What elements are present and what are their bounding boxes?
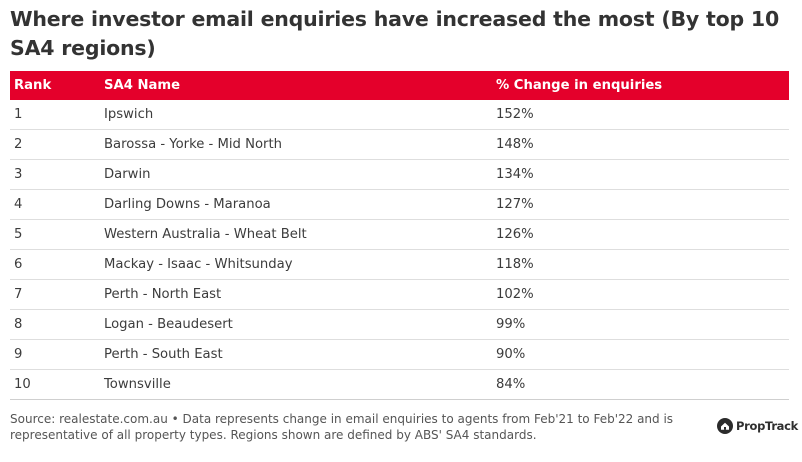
change-cell: 134% <box>496 159 789 190</box>
table-row: 10 Townsville 84% <box>10 369 789 400</box>
sa4-name-cell: Perth - North East <box>104 279 496 310</box>
table-row: 2 Barossa - Yorke - Mid North 148% <box>10 129 789 160</box>
sa4-name-cell: Perth - South East <box>104 339 496 370</box>
change-cell: 126% <box>496 219 789 250</box>
rank-cell: 9 <box>10 339 104 370</box>
sa4-name-cell: Ipswich <box>104 100 496 130</box>
table-row: 5 Western Australia - Wheat Belt 126% <box>10 219 789 250</box>
change-cell: 127% <box>496 189 789 220</box>
page-title: Where investor email enquiries have incr… <box>10 7 780 60</box>
rank-cell: 10 <box>10 369 104 400</box>
sa4-name-cell: Western Australia - Wheat Belt <box>104 219 496 250</box>
column-header-change: % Change in enquiries <box>496 71 789 100</box>
change-cell: 118% <box>496 249 789 280</box>
rank-cell: 3 <box>10 159 104 190</box>
table-row: 1 Ipswich 152% <box>10 100 789 130</box>
change-cell: 152% <box>496 100 789 130</box>
column-header-rank: Rank <box>10 71 104 100</box>
rank-cell: 4 <box>10 189 104 220</box>
rank-cell: 6 <box>10 249 104 280</box>
change-cell: 99% <box>496 309 789 340</box>
sa4-name-cell: Logan - Beaudesert <box>104 309 496 340</box>
table-row: 6 Mackay - Isaac - Whitsunday 118% <box>10 249 789 280</box>
rank-cell: 2 <box>10 129 104 160</box>
sa4-name-cell: Darwin <box>104 159 496 190</box>
change-cell: 148% <box>496 129 789 160</box>
table-row: 4 Darling Downs - Maranoa 127% <box>10 189 789 220</box>
table-row: 7 Perth - North East 102% <box>10 279 789 310</box>
table-row: 8 Logan - Beaudesert 99% <box>10 309 789 340</box>
rank-cell: 7 <box>10 279 104 310</box>
proptrack-logo-icon <box>717 418 733 434</box>
sa4-name-cell: Mackay - Isaac - Whitsunday <box>104 249 496 280</box>
sa4-name-cell: Townsville <box>104 369 496 400</box>
table-row: 3 Darwin 134% <box>10 159 789 190</box>
sa4-name-cell: Barossa - Yorke - Mid North <box>104 129 496 160</box>
change-cell: 102% <box>496 279 789 310</box>
rank-cell: 5 <box>10 219 104 250</box>
enquiries-table: Rank SA4 Name % Change in enquiries 1 Ip… <box>10 71 789 400</box>
brand-name: PropTrack <box>736 419 799 433</box>
rank-cell: 1 <box>10 100 104 130</box>
rank-cell: 8 <box>10 309 104 340</box>
source-footnote: Source: realestate.com.au • Data represe… <box>10 412 674 442</box>
column-header-sa4-name: SA4 Name <box>104 71 496 100</box>
sa4-name-cell: Darling Downs - Maranoa <box>104 189 496 220</box>
change-cell: 84% <box>496 369 789 400</box>
change-cell: 90% <box>496 339 789 370</box>
table-header-row: Rank SA4 Name % Change in enquiries <box>10 71 789 100</box>
proptrack-logo: PropTrack <box>717 417 798 435</box>
table-row: 9 Perth - South East 90% <box>10 339 789 370</box>
